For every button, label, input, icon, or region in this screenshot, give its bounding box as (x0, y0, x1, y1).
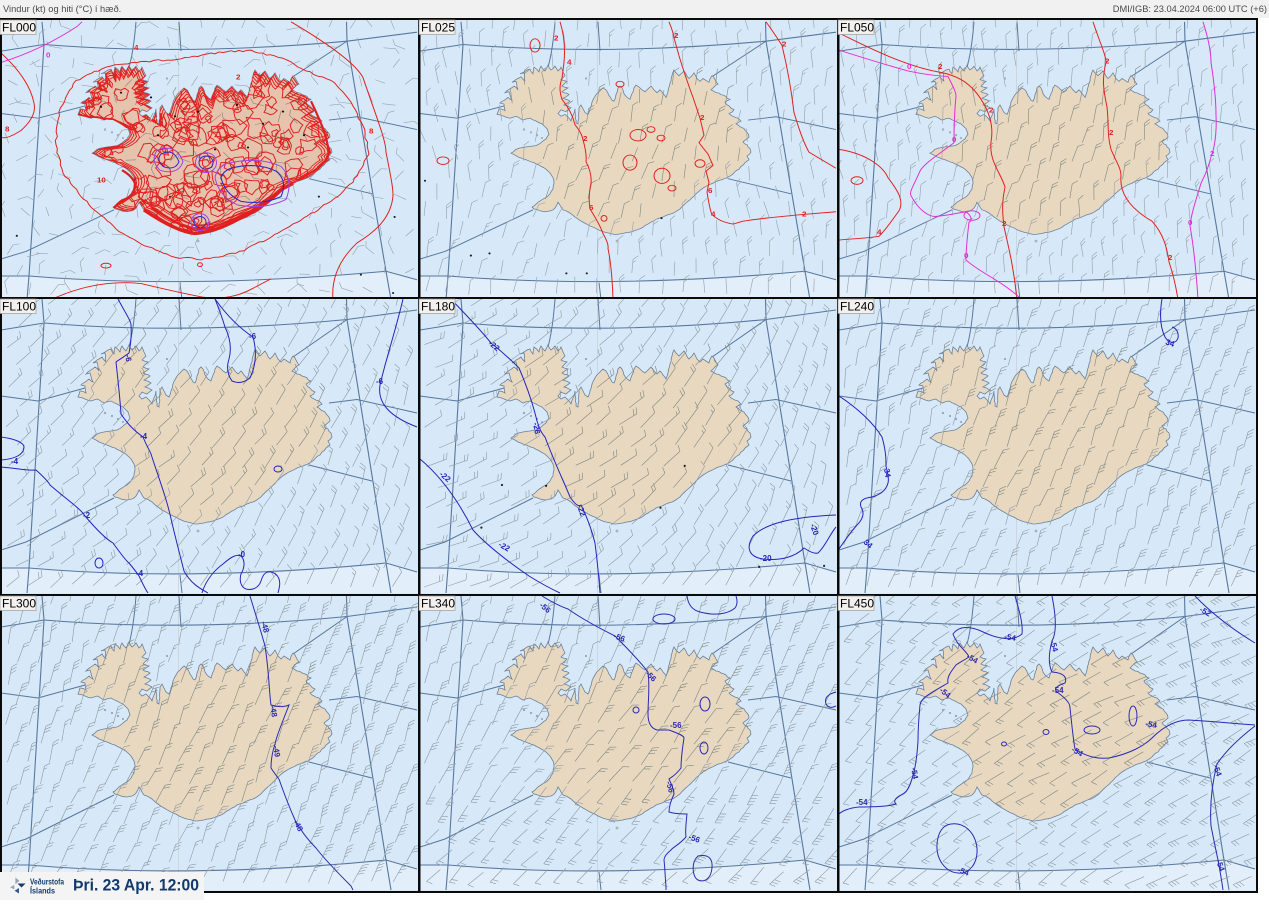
svg-text:34: 34 (882, 468, 893, 479)
svg-text:DMI/IGB: 23.04.2024 06:00 UTC: DMI/IGB: 23.04.2024 06:00 UTC (+6) (1113, 4, 1267, 14)
svg-text:-56: -56 (670, 721, 682, 730)
svg-text:-48: -48 (268, 705, 279, 718)
svg-text:2: 2 (236, 73, 241, 82)
svg-text:-56: -56 (687, 832, 701, 845)
svg-text:-4: -4 (136, 569, 144, 578)
svg-text:0: 0 (1188, 218, 1192, 227)
svg-text:0: 0 (952, 135, 956, 144)
svg-text:2: 2 (554, 34, 559, 43)
svg-text:-56: -56 (664, 780, 676, 794)
svg-text:FL100: FL100 (2, 300, 36, 314)
svg-text:-54: -54 (1145, 719, 1158, 730)
svg-text:-4: -4 (140, 432, 148, 441)
svg-text:4: 4 (877, 228, 882, 237)
svg-text:2: 2 (191, 110, 196, 119)
svg-text:-49: -49 (271, 745, 282, 758)
svg-text:-20: -20 (760, 554, 772, 563)
svg-text:34: 34 (1164, 337, 1176, 349)
svg-text:-54: -54 (1052, 686, 1064, 695)
svg-text:-20: -20 (808, 523, 821, 537)
svg-text:-54: -54 (956, 865, 970, 878)
svg-text:-6: -6 (376, 377, 384, 386)
svg-text:0: 0 (907, 62, 911, 71)
svg-text:-6: -6 (123, 354, 133, 363)
svg-text:2: 2 (989, 106, 994, 115)
svg-text:2: 2 (1210, 149, 1215, 158)
svg-text:-54: -54 (1048, 639, 1060, 653)
svg-text:2: 2 (1109, 128, 1114, 137)
svg-text:-0: -0 (238, 550, 246, 559)
svg-text:FL025: FL025 (421, 21, 455, 35)
svg-text:4: 4 (711, 210, 716, 219)
svg-text:10: 10 (97, 176, 106, 185)
svg-text:2: 2 (782, 40, 787, 49)
svg-text:FL340: FL340 (421, 597, 455, 611)
svg-text:-26: -26 (531, 422, 542, 435)
svg-text:2: 2 (802, 210, 807, 219)
svg-text:-48: -48 (259, 620, 271, 634)
svg-text:-54: -54 (1211, 764, 1224, 778)
svg-text:-6: -6 (249, 332, 257, 341)
svg-text:-54: -54 (856, 798, 868, 807)
svg-text:-54: -54 (1004, 632, 1017, 643)
svg-text:2: 2 (1002, 219, 1007, 228)
svg-text:0: 0 (964, 251, 968, 260)
svg-text:0: 0 (46, 51, 50, 60)
svg-text:-54: -54 (909, 767, 920, 780)
svg-text:-54: -54 (1214, 859, 1227, 873)
svg-text:2: 2 (1168, 253, 1173, 262)
svg-text:FL300: FL300 (2, 597, 36, 611)
svg-text:Íslands: Íslands (30, 886, 55, 896)
svg-text:2: 2 (700, 113, 705, 122)
svg-text:FL180: FL180 (421, 300, 455, 314)
svg-text:-56: -56 (612, 631, 626, 644)
svg-text:2: 2 (1105, 57, 1110, 66)
svg-text:-2: -2 (83, 511, 91, 520)
svg-text:2: 2 (674, 31, 679, 40)
svg-text:FL050: FL050 (840, 21, 874, 35)
svg-text:FL000: FL000 (2, 21, 36, 35)
svg-text:4: 4 (134, 43, 139, 52)
svg-text:4: 4 (567, 58, 572, 67)
svg-text:-4: -4 (11, 457, 19, 466)
svg-text:Veðurstofa: Veðurstofa (30, 877, 64, 887)
svg-text:8: 8 (369, 127, 374, 136)
svg-text:6: 6 (589, 203, 594, 212)
svg-text:8: 8 (5, 125, 10, 134)
svg-text:Vindur (kt) og hiti (°C) í hæð: Vindur (kt) og hiti (°C) í hæð. (3, 4, 121, 14)
svg-text:FL450: FL450 (840, 597, 874, 611)
svg-text:FL240: FL240 (840, 300, 874, 314)
svg-text:2: 2 (583, 134, 588, 143)
svg-text:-22: -22 (575, 504, 588, 518)
svg-text:6: 6 (708, 186, 713, 195)
svg-text:Þri. 23 Apr. 12:00: Þri. 23 Apr. 12:00 (73, 877, 199, 895)
svg-text:2: 2 (938, 62, 943, 71)
